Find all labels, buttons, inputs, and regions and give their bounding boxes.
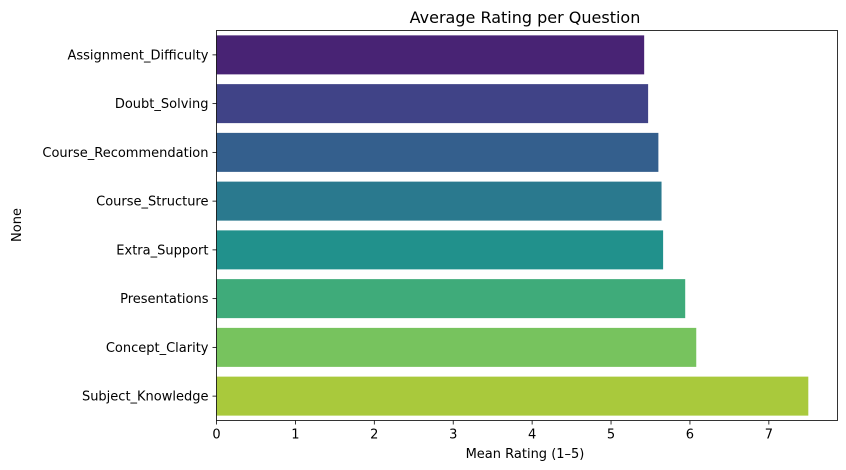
y-tick-label: Assignment_Difficulty [67, 48, 208, 63]
y-tick-label: Doubt_Solving [115, 97, 209, 112]
y-axis-ticks: Assignment_Difficulty Doubt_Solving Course… [42, 48, 217, 405]
bar-extra-support [216, 230, 664, 270]
bar-presentations [216, 279, 686, 319]
y-tick-label: Concept_Clarity [106, 341, 209, 356]
x-tick-label: 2 [370, 428, 378, 443]
x-axis-label: Mean Rating (1–5) [466, 447, 585, 462]
bar-course-recommendation [216, 132, 659, 172]
x-tick-label: 6 [686, 428, 694, 443]
x-tick-label: 1 [291, 428, 299, 443]
y-tick-label: Course_Recommendation [42, 146, 208, 161]
bar-assignment-difficulty [216, 35, 645, 75]
bar-doubt-solving [216, 84, 649, 124]
plot-frame [216, 30, 838, 421]
bar-subject-knowledge [216, 376, 809, 416]
y-tick-label: Extra_Support [116, 243, 208, 258]
y-tick-label: Subject_Knowledge [82, 390, 209, 405]
x-tick-label: 5 [607, 428, 615, 443]
x-tick-label: 7 [765, 428, 773, 443]
bar-concept-clarity [216, 327, 697, 367]
bar-course-structure [216, 181, 662, 221]
bar-series [216, 35, 809, 416]
chart-title: Average Rating per Question [410, 8, 641, 27]
x-tick-label: 3 [449, 428, 457, 443]
x-tick-label: 4 [528, 428, 536, 443]
y-tick-label: Presentations [120, 292, 209, 307]
y-axis-label: None [10, 208, 25, 242]
x-tick-label: 0 [212, 428, 220, 443]
x-axis-ticks: 0 1 2 3 4 5 6 7 [212, 420, 773, 443]
y-tick-label: Course_Structure [96, 195, 208, 210]
